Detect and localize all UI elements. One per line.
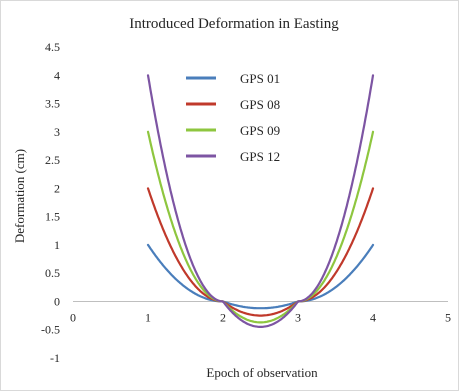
chart-title: Introduced Deformation in Easting — [129, 16, 339, 32]
series-layer — [146, 74, 375, 328]
series-line-gps-12 — [146, 74, 375, 328]
y-tick-label: 0 — [54, 294, 60, 308]
series-line-gps-01 — [146, 243, 375, 310]
y-tick-label: -0.5 — [41, 323, 60, 337]
y-tick-label: 1 — [54, 238, 60, 252]
x-tick-label: 4 — [370, 310, 376, 324]
legend-label: GPS 09 — [240, 123, 280, 138]
y-tick-label: 4.5 — [45, 40, 60, 54]
y-axis-label: Deformation (cm) — [12, 149, 27, 243]
y-tick-labels: -1 -0.5 0 0.5 1 1.5 2 2.5 3 3.5 4 4.5 — [41, 40, 60, 365]
legend-label: GPS 01 — [240, 71, 280, 86]
series-line-gps-08 — [146, 187, 375, 317]
y-tick-label: 0.5 — [45, 266, 60, 280]
y-tick-label: 2.5 — [45, 153, 60, 167]
series-line-gps-09 — [146, 130, 375, 324]
x-tick-label: 1 — [145, 310, 151, 324]
x-tick-label: 5 — [445, 310, 451, 324]
y-tick-label: 3.5 — [45, 97, 60, 111]
legend-label: GPS 12 — [240, 149, 280, 164]
legend-label: GPS 08 — [240, 97, 280, 112]
x-tick-label: 0 — [70, 310, 76, 324]
x-tick-labels: 0 1 2 3 4 5 — [70, 310, 451, 324]
y-tick-label: 1.5 — [45, 210, 60, 224]
y-tick-label: -1 — [50, 351, 60, 365]
legend: GPS 01 GPS 08 GPS 09 GPS 12 — [186, 71, 280, 164]
y-tick-label: 3 — [54, 125, 60, 139]
x-tick-label: 3 — [295, 310, 301, 324]
y-tick-label: 4 — [54, 68, 60, 82]
y-tick-label: 2 — [54, 181, 60, 195]
x-axis-label: Epoch of observation — [206, 365, 318, 380]
x-tick-label: 2 — [220, 310, 226, 324]
